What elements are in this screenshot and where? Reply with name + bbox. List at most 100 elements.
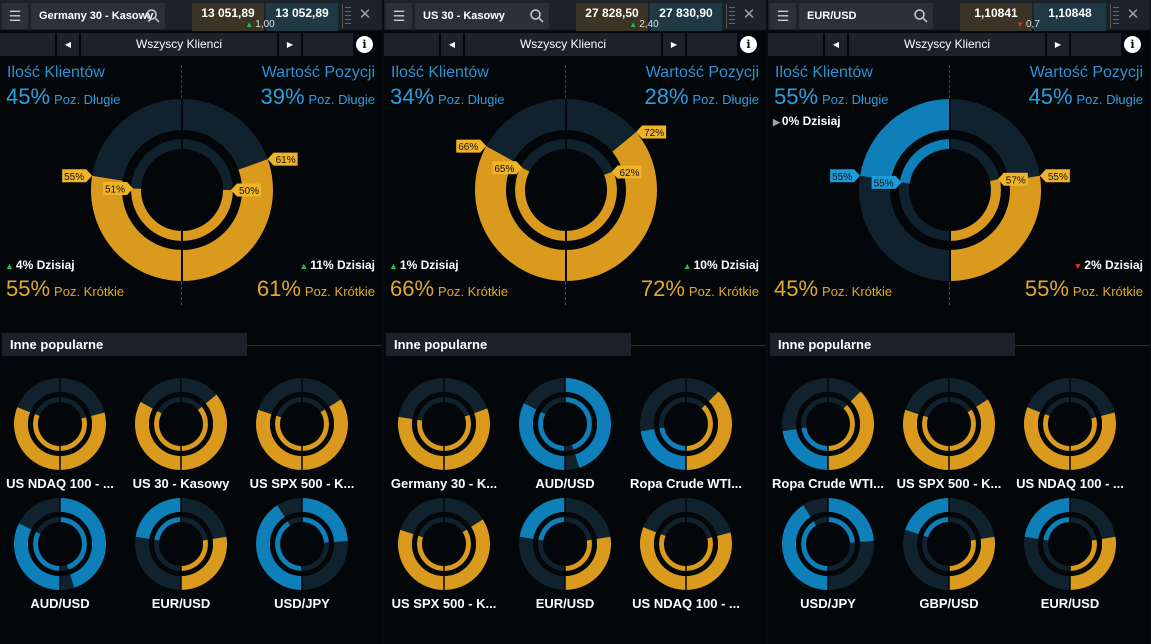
prev-filter-button[interactable]: ◀: [441, 33, 463, 56]
mini-outer-left-short: [903, 529, 949, 590]
mini-sentiment-card[interactable]: Germany 30 - K...: [384, 378, 504, 498]
mini-sentiment-card[interactable]: EUR/USD: [121, 498, 241, 618]
other-popular-tab[interactable]: Inne popularne: [770, 333, 1015, 356]
tag-outer-right: 55%: [1039, 169, 1070, 183]
mini-inner-right-long: [828, 397, 848, 409]
next-filter-button[interactable]: ▶: [663, 33, 685, 56]
menu-icon[interactable]: ☰: [770, 3, 796, 29]
mini-sentiment-card[interactable]: USD/JPY: [768, 498, 888, 618]
mini-inner-left-short: [154, 539, 181, 571]
mini-sentiment-card[interactable]: US SPX 500 - K...: [384, 498, 504, 618]
outer-left-short: [475, 146, 566, 281]
mini-sentiment-card[interactable]: AUD/USD: [505, 378, 625, 498]
mini-sentiment-card[interactable]: US NDAQ 100 - ...: [626, 498, 746, 618]
tag-outer-left: 66%: [456, 139, 487, 153]
outer-left-long: [486, 99, 566, 162]
instrument-search[interactable]: EUR/USD: [799, 3, 933, 29]
svg-text:65%: 65%: [494, 164, 514, 175]
mini-sentiment-card[interactable]: EUR/USD: [1010, 498, 1130, 618]
sell-price-button[interactable]: 1,10841: [960, 3, 1032, 31]
value-title: Wartość Pozycji: [261, 64, 375, 81]
mini-outer-left-short: [14, 407, 60, 470]
mini-sentiment-card[interactable]: Ropa Crude WTI...: [626, 378, 746, 498]
mini-sentiment-card[interactable]: US SPX 500 - K...: [889, 378, 1009, 498]
menu-icon[interactable]: ☰: [2, 3, 28, 29]
drag-handle-icon[interactable]: [726, 4, 735, 28]
mini-instrument-name: US SPX 500 - K...: [896, 476, 1002, 491]
mini-sentiment-card[interactable]: US 30 - Kasowy: [121, 378, 241, 498]
today-change-top: ▶ 0% Dzisiaj: [773, 114, 841, 128]
mini-outer-left-short: [640, 527, 686, 590]
mini-outer-right-long: [828, 498, 874, 542]
mini-donut: [14, 378, 106, 470]
mini-outer-left-short: [398, 529, 444, 590]
menu-icon[interactable]: ☰: [386, 3, 412, 29]
instrument-search[interactable]: Germany 30 - Kasowy: [31, 3, 165, 29]
other-popular-tab[interactable]: Inne popularne: [2, 333, 247, 356]
clients-short: 66% Poz. Krótkie: [390, 276, 509, 301]
close-icon[interactable]: ✕: [358, 6, 372, 23]
tag-outer-left: 55%: [62, 169, 93, 183]
mini-donut: [903, 378, 995, 470]
client-filter[interactable]: Wszyscy Klienci: [81, 33, 277, 56]
client-filter[interactable]: Wszyscy Klienci: [465, 33, 661, 56]
mini-donut: [256, 498, 348, 590]
mini-outer-left-long: [400, 498, 444, 535]
sell-price-button[interactable]: 27 828,50: [576, 3, 648, 31]
mini-outer-right-short: [686, 532, 732, 590]
mini-inner-right-long: [1070, 517, 1097, 541]
mini-sentiment-card[interactable]: US NDAQ 100 - ...: [0, 378, 120, 498]
sell-price: 27 828,50: [585, 6, 639, 20]
sell-price-button[interactable]: 13 051,89: [192, 3, 264, 31]
mini-inner-left-short: [1043, 539, 1070, 571]
instrument-search[interactable]: US 30 - Kasowy: [415, 3, 549, 29]
instrument-toolbar: ☰ EUR/USD 1,10841 1,10848 ▼ 0,7 ✕: [768, 0, 1150, 31]
client-filter[interactable]: Wszyscy Klienci: [849, 33, 1045, 56]
info-icon[interactable]: i: [356, 36, 373, 53]
search-icon[interactable]: [530, 9, 544, 23]
drag-handle-icon[interactable]: [1110, 4, 1119, 28]
close-icon[interactable]: ✕: [742, 6, 756, 23]
mini-inner-right-short: [686, 537, 713, 571]
mini-outer-right-long: [181, 498, 227, 539]
search-icon[interactable]: [146, 9, 160, 23]
mini-inner-right-short: [949, 539, 976, 571]
next-filter-button[interactable]: ▶: [1047, 33, 1069, 56]
close-icon[interactable]: ✕: [1126, 6, 1140, 23]
other-popular-tab[interactable]: Inne popularne: [386, 333, 631, 356]
next-filter-button[interactable]: ▶: [279, 33, 301, 56]
info-icon[interactable]: i: [1124, 36, 1141, 53]
today-change-left: ▲ 1% Dzisiaj: [389, 258, 459, 272]
drag-handle-icon[interactable]: [342, 4, 351, 28]
mini-sentiment-card[interactable]: GBP/USD: [889, 498, 1009, 618]
mini-sentiment-card[interactable]: EUR/USD: [505, 498, 625, 618]
today-change-right: ▲ 10% Dzisiaj: [682, 258, 759, 272]
mini-outer-right-short: [686, 391, 732, 470]
spread-value: ▲ 2,40: [629, 19, 659, 30]
sell-price: 1,10841: [974, 6, 1018, 20]
buy-price-button[interactable]: 27 830,90: [650, 3, 722, 31]
prev-filter-button[interactable]: ◀: [825, 33, 847, 56]
buy-price-button[interactable]: 13 052,89: [266, 3, 338, 31]
inner-right-short: [950, 178, 1001, 241]
mini-outer-left-short: [519, 536, 565, 590]
mini-instrument-name: USD/JPY: [800, 596, 856, 611]
mini-sentiment-card[interactable]: USD/JPY: [242, 498, 362, 618]
mini-donut: [903, 498, 995, 590]
value-title: Wartość Pozycji: [645, 64, 759, 81]
mini-sentiment-card[interactable]: Ropa Crude WTI...: [768, 378, 888, 498]
buy-price-button[interactable]: 1,10848: [1034, 3, 1106, 31]
info-icon[interactable]: i: [740, 36, 757, 53]
mini-sentiment-card[interactable]: US NDAQ 100 - ...: [1010, 378, 1130, 498]
mini-sentiment-card[interactable]: US SPX 500 - K...: [242, 378, 362, 498]
prev-filter-button[interactable]: ◀: [57, 33, 79, 56]
search-icon[interactable]: [914, 9, 928, 23]
mini-outer-right-short: [828, 541, 874, 590]
mini-inner-right-long: [60, 397, 87, 419]
mini-sentiment-card[interactable]: AUD/USD: [0, 498, 120, 618]
mini-inner-left-short: [922, 535, 949, 571]
tag-outer-left: 55%: [830, 169, 861, 183]
mini-inner-left-long: [813, 517, 828, 526]
mini-inner-right-long: [302, 517, 329, 543]
outer-right-short: [950, 175, 1041, 281]
